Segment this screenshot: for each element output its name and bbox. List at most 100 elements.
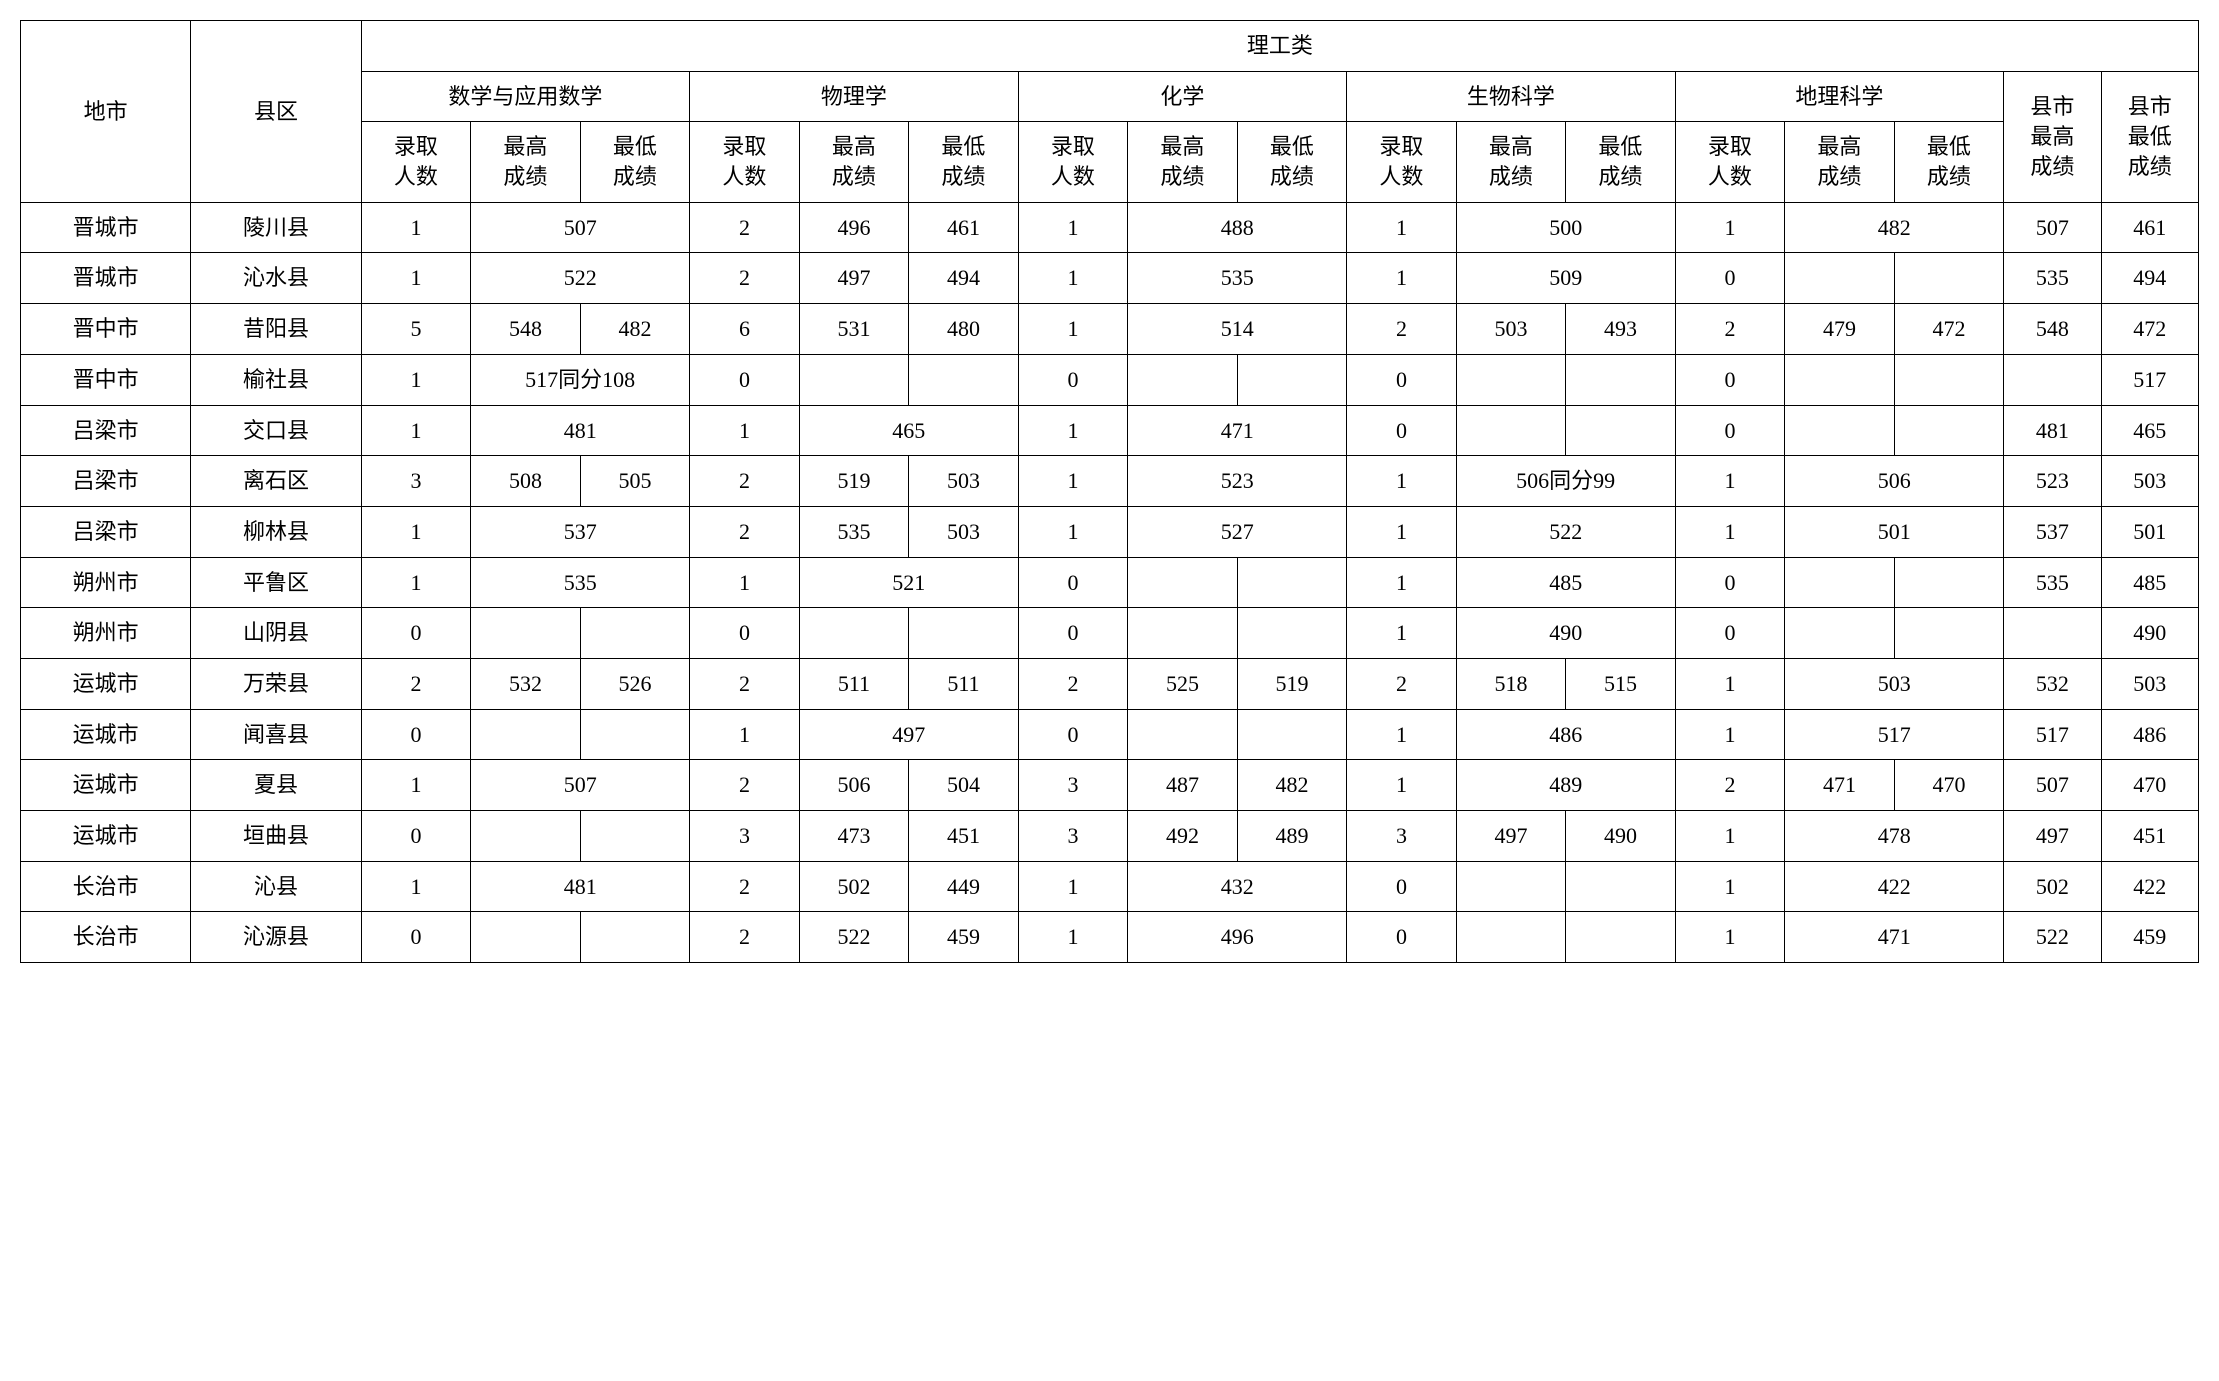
cell-admit-count: 1 — [1675, 709, 1785, 760]
cell-score-high: 492 — [1128, 811, 1238, 862]
cell-score-high — [471, 912, 581, 963]
header-sub-col: 最高成绩 — [1128, 122, 1238, 202]
cell-score-high: 511 — [799, 658, 909, 709]
header-sub-col: 最低成绩 — [909, 122, 1019, 202]
cell-county-high: 535 — [2004, 253, 2101, 304]
cell-county-low: 470 — [2101, 760, 2198, 811]
cell-score-low: 505 — [580, 456, 690, 507]
cell-admit-count: 0 — [1347, 861, 1457, 912]
cell-admit-count: 1 — [361, 506, 471, 557]
table-row: 运城市万荣县2532526251151125255192518515150353… — [21, 658, 2199, 709]
cell-score-merged: 506 — [1785, 456, 2004, 507]
cell-score-high: 531 — [799, 304, 909, 355]
cell-score-high — [471, 811, 581, 862]
cell-score-high — [471, 709, 581, 760]
cell-score-high — [1128, 557, 1238, 608]
cell-score-high — [1456, 354, 1566, 405]
header-sub-col: 最高成绩 — [1785, 122, 1895, 202]
cell-score-merged: 465 — [799, 405, 1018, 456]
cell-admit-count: 1 — [361, 861, 471, 912]
cell-admit-count: 1 — [361, 202, 471, 253]
cell-score-merged: 522 — [1456, 506, 1675, 557]
table-row: 晋中市榆社县1517同分1080000517 — [21, 354, 2199, 405]
cell-county-low: 501 — [2101, 506, 2198, 557]
cell-score-low — [909, 608, 1019, 659]
cell-admit-count: 1 — [1347, 709, 1457, 760]
cell-score-high — [799, 608, 909, 659]
cell-admit-count: 1 — [1018, 304, 1128, 355]
cell-score-low — [1566, 354, 1676, 405]
cell-admit-count: 2 — [1018, 658, 1128, 709]
cell-county-low: 486 — [2101, 709, 2198, 760]
cell-admit-count: 0 — [1675, 354, 1785, 405]
cell-score-high: 503 — [1456, 304, 1566, 355]
cell-county: 昔阳县 — [191, 304, 361, 355]
cell-admit-count: 1 — [1018, 912, 1128, 963]
cell-score-high: 548 — [471, 304, 581, 355]
cell-score-high — [1128, 354, 1238, 405]
cell-score-high: 532 — [471, 658, 581, 709]
cell-admit-count: 1 — [361, 354, 471, 405]
cell-county-low: 503 — [2101, 456, 2198, 507]
cell-county: 交口县 — [191, 405, 361, 456]
cell-score-low — [580, 709, 690, 760]
cell-admit-count: 0 — [1347, 912, 1457, 963]
cell-score-high: 518 — [1456, 658, 1566, 709]
cell-admit-count: 0 — [1675, 557, 1785, 608]
cell-admit-count: 0 — [690, 608, 800, 659]
table-body: 晋城市陵川县15072496461148815001482507461晋城市沁水… — [21, 202, 2199, 962]
cell-city: 吕梁市 — [21, 405, 191, 456]
cell-score-merged: 481 — [471, 405, 690, 456]
cell-county: 山阴县 — [191, 608, 361, 659]
header-subject: 数学与应用数学 — [361, 71, 690, 122]
cell-admit-count: 0 — [1347, 354, 1457, 405]
cell-county-high: 481 — [2004, 405, 2101, 456]
cell-county-high: 517 — [2004, 709, 2101, 760]
cell-county-low: 490 — [2101, 608, 2198, 659]
cell-county: 沁源县 — [191, 912, 361, 963]
cell-admit-count: 2 — [1675, 760, 1785, 811]
cell-score-high: 479 — [1785, 304, 1895, 355]
cell-score-merged: 478 — [1785, 811, 2004, 862]
cell-score-low: 519 — [1237, 658, 1347, 709]
cell-admit-count: 1 — [1675, 658, 1785, 709]
cell-admit-count: 1 — [361, 557, 471, 608]
cell-score-low: 494 — [909, 253, 1019, 304]
cell-admit-count: 1 — [1018, 456, 1128, 507]
cell-score-high: 473 — [799, 811, 909, 862]
table-row: 吕梁市柳林县15372535503152715221501537501 — [21, 506, 2199, 557]
header-subject: 地理科学 — [1675, 71, 2004, 122]
cell-admit-count: 5 — [361, 304, 471, 355]
cell-city: 运城市 — [21, 811, 191, 862]
header-county: 县区 — [191, 21, 361, 203]
cell-county-high: 548 — [2004, 304, 2101, 355]
cell-score-merged: 501 — [1785, 506, 2004, 557]
cell-county-high: 523 — [2004, 456, 2101, 507]
cell-admit-count: 2 — [1347, 658, 1457, 709]
cell-admit-count: 0 — [1018, 354, 1128, 405]
cell-score-merged: 535 — [471, 557, 690, 608]
cell-admit-count: 1 — [690, 709, 800, 760]
cell-admit-count: 1 — [1018, 861, 1128, 912]
table-row: 朔州市平鲁区15351521014850535485 — [21, 557, 2199, 608]
cell-score-merged: 481 — [471, 861, 690, 912]
cell-score-merged: 488 — [1128, 202, 1347, 253]
cell-city: 朔州市 — [21, 608, 191, 659]
cell-county: 离石区 — [191, 456, 361, 507]
table-row: 吕梁市离石区3508505251950315231506同分9915065235… — [21, 456, 2199, 507]
table-row: 运城市闻喜县01497014861517517486 — [21, 709, 2199, 760]
header-sub-col: 录取人数 — [1675, 122, 1785, 202]
cell-admit-count: 2 — [690, 253, 800, 304]
cell-score-merged: 527 — [1128, 506, 1347, 557]
table-row: 晋城市沁水县15222497494153515090535494 — [21, 253, 2199, 304]
cell-admit-count: 0 — [361, 608, 471, 659]
cell-score-merged: 489 — [1456, 760, 1675, 811]
cell-score-low — [580, 608, 690, 659]
cell-county: 柳林县 — [191, 506, 361, 557]
header-sub-col: 最高成绩 — [799, 122, 909, 202]
cell-county-high: 502 — [2004, 861, 2101, 912]
cell-admit-count: 6 — [690, 304, 800, 355]
cell-admit-count: 1 — [1675, 912, 1785, 963]
cell-admit-count: 1 — [361, 253, 471, 304]
cell-score-merged: 509 — [1456, 253, 1675, 304]
